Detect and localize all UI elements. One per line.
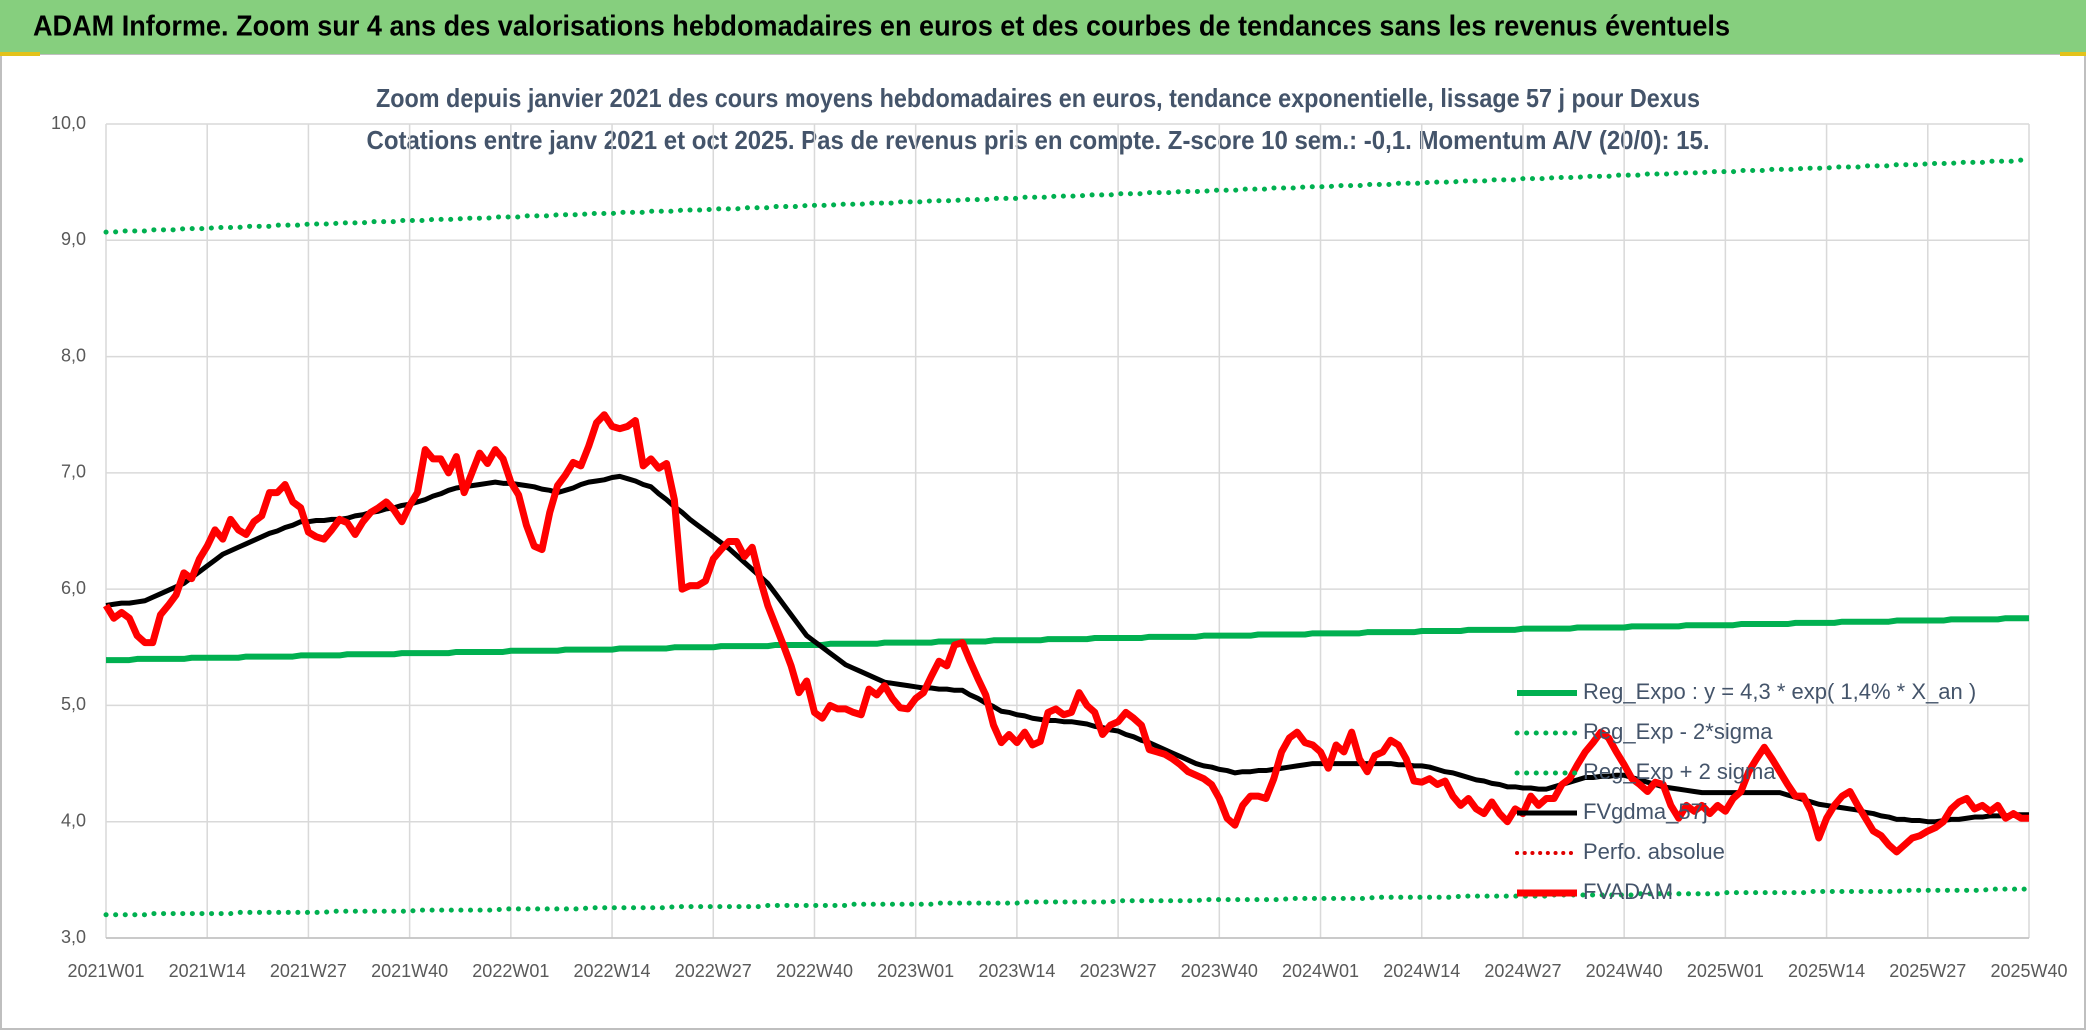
- x-tick-label: 2025W27: [1889, 961, 1966, 981]
- x-tick-label: 2021W27: [270, 961, 347, 981]
- plot: [103, 157, 2032, 918]
- header-title: ADAM Informe. Zoom sur 4 ans des valoris…: [33, 11, 1730, 43]
- header-accent: [2060, 52, 2086, 56]
- x-tick-label: 2025W40: [1990, 961, 2067, 981]
- y-tick-label: 5,0: [61, 694, 86, 714]
- x-tick-label: 2025W01: [1687, 961, 1764, 981]
- series-line: [106, 615, 2029, 664]
- legend-label: FVADAM: [1583, 879, 1673, 904]
- x-tick-label: 2022W40: [776, 961, 853, 981]
- x-tick-label: 2021W14: [169, 961, 246, 981]
- series-line: [103, 411, 2029, 856]
- legend-label: Reg_Exp - 2*sigma: [1583, 719, 1773, 744]
- x-tick-label: 2023W14: [978, 961, 1055, 981]
- legend-label: Perfo. absolue: [1583, 839, 1725, 864]
- chart-subtitle: Cotations entre janv 2021 et oct 2025. P…: [367, 125, 1710, 155]
- x-tick-label: 2025W14: [1788, 961, 1865, 981]
- legend-label: Reg_Exp + 2 sigma: [1583, 759, 1776, 784]
- x-tick-label: 2021W01: [67, 961, 144, 981]
- x-tick-label: 2022W27: [675, 961, 752, 981]
- header-accent: [0, 52, 40, 56]
- x-tick-label: 2024W40: [1586, 961, 1663, 981]
- y-tick-label: 8,0: [61, 345, 86, 365]
- chart-title: Zoom depuis janvier 2021 des cours moyen…: [376, 83, 1700, 113]
- x-tick-label: 2021W40: [371, 961, 448, 981]
- x-tick-label: 2023W40: [1181, 961, 1258, 981]
- grid: 3,0 4,0 5,0 6,0 7,0 8,0 9,0 10,0 2021W01 2021W14 2…: [51, 113, 2068, 981]
- x-tick-label: 2024W14: [1383, 961, 1460, 981]
- y-tick-label: 4,0: [61, 810, 86, 830]
- legend-label: Reg_Expo : y = 4,3 * exp( 1,4% * X_an ): [1583, 679, 1976, 704]
- x-tick-label: 2023W01: [877, 961, 954, 981]
- y-tick-label: 9,0: [61, 229, 86, 249]
- series-line: [105, 473, 2029, 825]
- y-tick-label: 10,0: [51, 113, 86, 133]
- y-tick-label: 7,0: [61, 462, 86, 482]
- x-tick-label: 2023W27: [1080, 961, 1157, 981]
- x-tick-label: 2022W01: [472, 961, 549, 981]
- x-tick-label: 2024W27: [1484, 961, 1561, 981]
- header-bar: [0, 0, 2086, 54]
- x-tick-label: 2022W14: [574, 961, 651, 981]
- legend-label: FVgdma_57j: [1583, 799, 1708, 824]
- x-tick-label: 2024W01: [1282, 961, 1359, 981]
- legend: Reg_Expo : y = 4,3 * exp( 1,4% * X_an ) R…: [1514, 679, 1976, 904]
- y-tick-label: 3,0: [61, 927, 86, 947]
- series-line: [103, 886, 2032, 918]
- y-tick-label: 6,0: [61, 578, 86, 598]
